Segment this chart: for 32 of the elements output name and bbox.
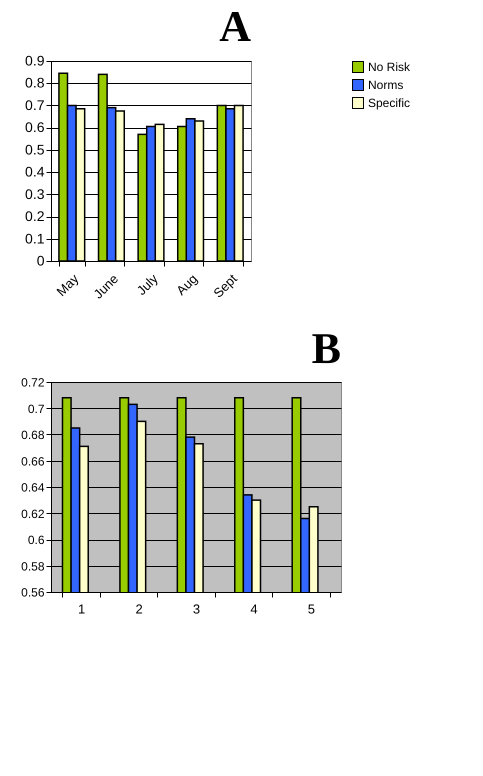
legend-label: Norms	[368, 78, 404, 92]
chart-title: A	[219, 2, 252, 51]
legend-label: No Risk	[368, 60, 412, 74]
x-tick-label: July	[134, 270, 162, 298]
y-tick-label: 0.58	[21, 559, 45, 574]
y-tick-label: 0.7	[25, 96, 45, 113]
x-tick-label: 3	[192, 602, 200, 616]
y-tick-label: 0.8	[25, 74, 45, 91]
x-tick-label: Aug	[173, 271, 200, 298]
y-tick-label: 0.6	[28, 533, 45, 547]
x-tick-label: 5	[308, 602, 315, 616]
y-tick-label: 0.56	[21, 586, 45, 600]
y-tick-label: 0.6	[25, 119, 45, 136]
legend-label: Specific	[368, 96, 410, 110]
y-tick-label: 0.66	[21, 454, 45, 468]
x-tick-label: 1	[78, 602, 86, 616]
y-tick-label: 0.68	[21, 428, 45, 442]
y-tick-label: 0.2	[25, 208, 45, 224]
chart-title: B	[312, 324, 341, 373]
y-tick-label: 0	[36, 252, 45, 268]
y-tick-label: 0.72	[21, 376, 45, 390]
y-tick-label: 0.1	[25, 230, 45, 246]
y-tick-label: 0.3	[25, 186, 45, 202]
y-tick-label: 0.64	[21, 480, 45, 494]
y-tick-label: 0.62	[21, 506, 45, 521]
x-tick-label: May	[54, 270, 82, 300]
y-tick-label: 0.4	[25, 164, 45, 180]
x-tick-label: 2	[135, 602, 143, 616]
y-tick-label: 0.7	[28, 402, 45, 416]
y-tick-label: 0.9	[25, 52, 45, 68]
x-tick-label: 4	[250, 602, 258, 616]
y-tick-label: 0.5	[25, 141, 45, 158]
